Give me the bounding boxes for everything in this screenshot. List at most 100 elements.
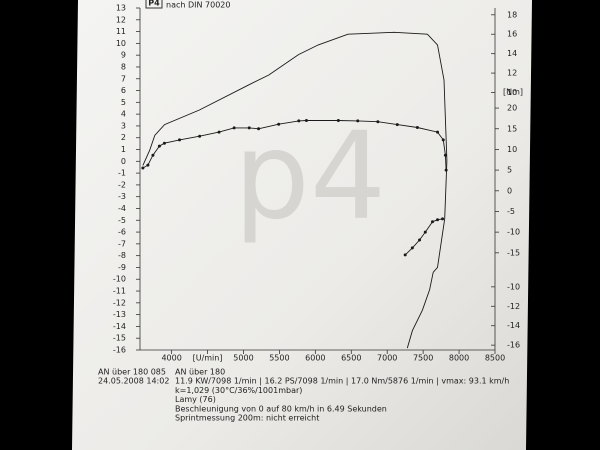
y-tick-label: -7: [118, 239, 126, 248]
y2-tick-label: 10: [507, 145, 517, 154]
y-tick-label: 9: [121, 51, 126, 60]
series-point: [257, 127, 261, 131]
report-line: AN über 180: [175, 368, 225, 377]
series-point: [146, 163, 150, 167]
series-point: [436, 130, 440, 134]
y2-tick-label: -10: [507, 228, 520, 237]
x-tick-label: 5000: [233, 354, 253, 363]
series-point: [178, 138, 182, 142]
y-tick-label: 13: [116, 4, 126, 13]
x-tick-label: 8000: [449, 354, 469, 363]
x-tick-label: 5500: [269, 354, 289, 363]
x-tick-label: 7500: [413, 354, 433, 363]
series-point: [162, 141, 166, 145]
y-tick-label: -15: [113, 334, 126, 343]
series-point: [304, 118, 308, 122]
logo: P4: [148, 0, 160, 8]
y3-tick-label: -10: [507, 282, 520, 291]
series-point: [376, 120, 380, 124]
series-point: [423, 230, 427, 234]
y-tick-label: -14: [113, 322, 126, 331]
series-point: [403, 253, 407, 257]
y-tick-label: -2: [118, 180, 126, 189]
series-point: [444, 168, 448, 172]
series-point: [410, 246, 414, 250]
y-tick-label: -11: [113, 287, 126, 296]
series-point: [232, 126, 236, 130]
y-tick-label: 4: [121, 110, 126, 119]
series-point: [277, 122, 281, 126]
series-point: [217, 130, 221, 134]
y-tick-label: -5: [118, 216, 126, 225]
x-tick-label: 6000: [305, 354, 325, 363]
y-tick-label: 1: [121, 145, 126, 154]
report-line: k=1,029 (30°C/36%/1001mbar): [175, 386, 302, 395]
series-point: [395, 123, 399, 127]
x-tick-label: 8500: [485, 354, 505, 363]
series-point: [443, 153, 447, 157]
watermark: p4: [234, 108, 387, 247]
x-tick-label: 6500: [341, 354, 361, 363]
series-point: [151, 153, 155, 157]
y-tick-label: 0: [121, 157, 126, 166]
y3-tick-label: -12: [507, 302, 520, 311]
series-point: [198, 134, 202, 138]
report-line: AN über 180 085: [98, 368, 166, 377]
y-tick-label: -4: [118, 204, 126, 213]
y-tick-label: 11: [116, 27, 126, 36]
x-tick-label: 7000: [377, 354, 397, 363]
y-tick-label: 3: [121, 121, 126, 130]
series-point: [430, 220, 434, 224]
y3-tick-label: 12: [507, 69, 517, 78]
y-tick-label: -1: [118, 169, 126, 178]
report-line: 11.9 KW/7098 1/min | 16.2 PS/7098 1/min …: [175, 377, 509, 386]
y-tick-label: 2: [121, 133, 126, 142]
y-tick-label: -12: [113, 298, 126, 307]
y2-tick-label: -15: [507, 248, 520, 257]
logo-box: [145, 0, 163, 9]
series-point: [441, 138, 445, 142]
y-tick-label: -9: [118, 263, 126, 272]
y-tick-label: -6: [118, 228, 126, 237]
series-point: [356, 119, 360, 123]
series-point: [415, 126, 419, 130]
y2-label: [Nm]: [503, 88, 523, 97]
y2-tick-label: 5: [507, 166, 512, 175]
series-point: [441, 217, 445, 221]
y-tick-label: -3: [118, 192, 126, 201]
y3-tick-label: -16: [507, 341, 520, 350]
y3-tick-label: 18: [507, 10, 517, 19]
report-line: 24.05.2008 14:02: [98, 377, 169, 386]
y-tick-label: 10: [116, 39, 126, 48]
series-point: [336, 118, 340, 122]
y3-tick-label: 10: [507, 88, 517, 97]
y-tick-label: 8: [121, 62, 126, 71]
report-line: Lamy (76): [175, 395, 216, 404]
y2-tick-label: 0: [507, 186, 512, 195]
y-tick-label: -16: [113, 346, 126, 355]
y2-tick-label: 20: [507, 104, 517, 113]
y-tick-label: 5: [121, 98, 126, 107]
report-line: Beschleunigung von 0 auf 80 km/h in 6.49…: [175, 404, 387, 413]
y-tick-label: -13: [113, 310, 126, 319]
y-tick-label: -10: [113, 275, 126, 284]
y-tick-label: -8: [118, 251, 126, 260]
y3-tick-label: 14: [507, 49, 517, 58]
y-tick-label: 6: [121, 86, 126, 95]
report-line: Sprintmessung 200m: nicht erreicht: [175, 414, 319, 423]
series-point: [141, 166, 145, 170]
series-point: [436, 218, 440, 222]
series-point: [297, 119, 301, 123]
x-tick-label: 4000: [161, 354, 181, 363]
plot: -16-15-14-13-12-11-10-9-8-7-6-5-4-3-2-10…: [113, 4, 523, 363]
y2-tick-label: 15: [507, 124, 517, 133]
y-tick-label: 7: [121, 74, 126, 83]
paper: [72, 0, 532, 450]
y-tick-label: 12: [116, 15, 126, 24]
subtitle: nach DIN 70020: [166, 1, 230, 10]
series-point: [418, 238, 422, 242]
series-line: [142, 31, 448, 349]
